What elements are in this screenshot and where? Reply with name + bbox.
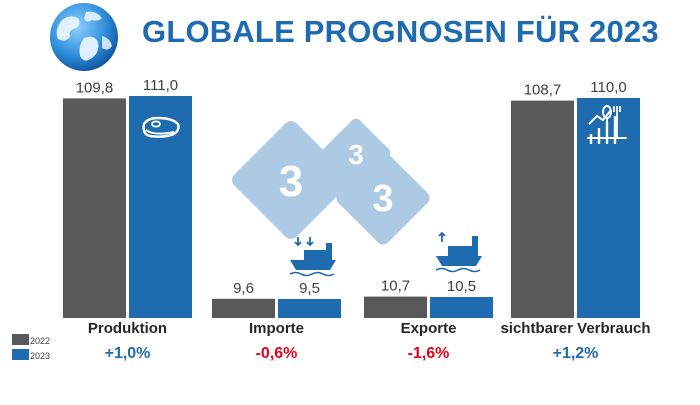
chart-title: GLOBALE PROGNOSEN FÜR 2023	[142, 14, 659, 49]
change-label-produktion: +1,0%	[105, 345, 151, 362]
bar-verbrauch-2023	[577, 98, 640, 318]
consumption-icon	[587, 105, 627, 144]
value-label-importe-2023: 9,5	[299, 280, 320, 297]
legend-swatch-2022	[12, 334, 29, 345]
category-label-produktion: Produktion	[88, 320, 167, 337]
value-label-verbrauch-2022: 108,7	[524, 82, 562, 99]
value-label-produktion-2022: 109,8	[76, 79, 114, 96]
value-label-exporte-2022: 10,7	[381, 278, 410, 295]
bar-produktion-2022	[63, 98, 126, 319]
legend-label-2023: 2023	[30, 351, 50, 361]
legend-label-2022: 2022	[30, 336, 50, 346]
watermark-logo: 3 3 3	[232, 118, 430, 245]
cargo-ship-export-icon	[435, 231, 482, 273]
value-label-importe-2022: 9,6	[233, 280, 254, 297]
bar-importe-2022	[212, 298, 275, 318]
category-label-verbrauch: sichtbarer Verbrauch	[500, 320, 650, 337]
watermark-digit: 3	[279, 157, 303, 206]
watermark-digit: 3	[348, 139, 364, 170]
watermark-digit: 3	[372, 178, 393, 220]
cargo-ship-import-icon	[289, 237, 336, 277]
category-label-importe: Importe	[249, 320, 304, 337]
change-label-importe: -0,6%	[256, 345, 298, 362]
globe-icon	[50, 3, 118, 71]
change-label-exporte: -1,6%	[408, 345, 450, 362]
bar-produktion-2023	[129, 96, 192, 318]
value-label-exporte-2023: 10,5	[447, 278, 476, 295]
legend: 2022 2023	[12, 334, 50, 361]
value-label-verbrauch-2023: 110,0	[590, 79, 626, 96]
bar-importe-2023	[278, 299, 341, 318]
value-label-produktion-2023: 111,0	[143, 77, 178, 94]
bars-layer	[63, 96, 640, 319]
labels-layer: 109,8 111,0 Produktion +1,0% 9,6 9,5 Importe -0…	[76, 77, 651, 362]
bar-verbrauch-2022	[511, 100, 574, 318]
steak-icon	[142, 116, 180, 138]
legend-swatch-2023	[12, 349, 29, 360]
bar-exporte-2023	[430, 297, 493, 318]
category-label-exporte: Exporte	[401, 320, 457, 337]
change-label-verbrauch: +1,2%	[553, 345, 599, 362]
bar-exporte-2022	[364, 296, 427, 318]
